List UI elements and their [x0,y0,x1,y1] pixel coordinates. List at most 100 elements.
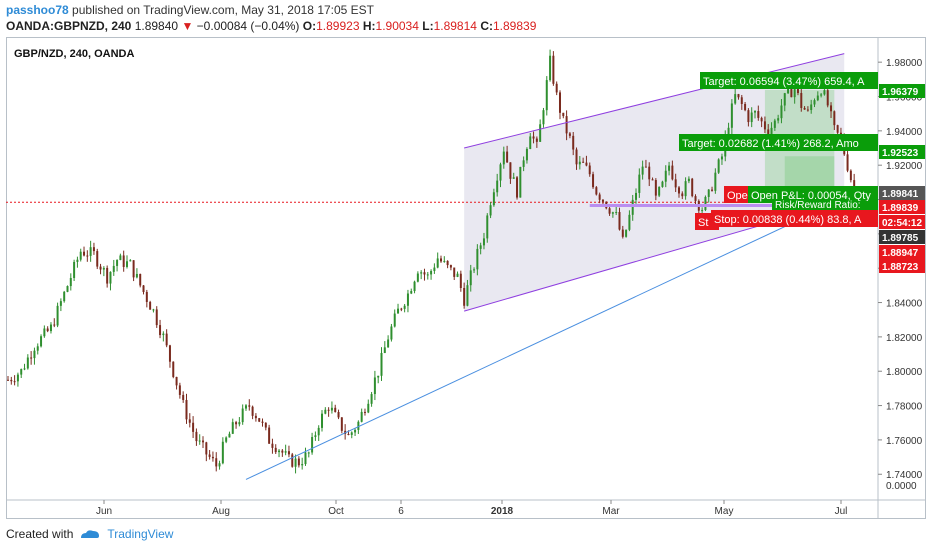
y-tick-label: 1.92000 [886,161,923,172]
candle-body [33,350,36,359]
candle-body [291,454,294,467]
candle-body [367,403,370,413]
candle-body [76,259,79,262]
candle-body [433,267,436,271]
candle-body [757,111,760,118]
candle-body [188,419,191,423]
candle-body [119,255,122,261]
rr-ratio-label: Risk/Reward Ratio: [775,200,861,211]
candle-body [549,55,552,81]
target2-label-bg [679,134,878,151]
rr-ratio-label-bg [772,201,878,212]
x-tick-label: Aug [212,506,230,517]
candle-body [347,433,350,435]
candle-body [651,179,654,181]
candle-body [618,212,621,230]
candle-body [354,429,357,433]
price-tag-label: 1.88947 [882,248,919,259]
candle-body [800,92,803,108]
footer: Created with TradingView [6,527,173,541]
candle-body [747,110,750,123]
candle-body [251,406,254,416]
candle-body [760,117,763,122]
tradingview-brand[interactable]: TradingView [107,527,174,541]
open-label: O: [302,19,317,33]
down-arrow-icon: ▼ [181,19,194,33]
candle-body [92,247,95,252]
candle-body [598,194,601,200]
candle-body [175,376,178,386]
candle-body [773,120,776,128]
candle-body [271,443,274,448]
candle-body [440,258,442,262]
candle-body [502,151,505,165]
candle-body [846,154,849,171]
candle-body [390,326,393,340]
candle-body [691,178,694,197]
candle-body [638,174,641,193]
price-tag-bg [879,200,925,214]
candle-body [192,422,195,432]
candle-body [380,352,383,376]
candle-body [810,104,813,111]
candle-body [492,192,495,206]
candle-body [459,273,462,288]
candle-body [572,135,575,150]
low-label: L: [422,19,434,33]
bottom-pane-tick: 0.0000 [886,481,917,492]
candle-body [476,248,479,270]
candle-body [615,212,618,214]
price-tag-label: 1.88723 [882,262,919,273]
price-change: −0.00084 (−0.04%) [196,19,300,33]
open-pnl-label-bg [748,186,878,203]
author-name[interactable]: passhoo78 [6,3,69,17]
candle-body [423,272,426,275]
candle-body [701,210,704,212]
x-tick-label: Jul [835,506,848,517]
candle-body [135,273,138,278]
candle-body [321,413,324,428]
candle-body [453,267,456,277]
candle-body [644,166,647,168]
candle-body [446,260,449,266]
candle-body [264,422,267,428]
candle-body [30,357,33,359]
candle-body [787,86,790,94]
target2-label: Target: 0.02682 (1.41%) 268.2, Amo [682,138,859,150]
candle-body [155,309,158,326]
candle-body [53,324,56,326]
candle-body [625,229,628,237]
candle-body [211,456,214,459]
chart-frame [6,37,926,519]
candle-body [16,374,19,382]
candle-body [46,328,49,332]
candle-body [525,148,528,161]
candle-body [125,261,128,267]
candle-body [717,159,720,173]
candle-body [377,375,380,378]
candle-body [337,412,340,418]
candle-body [711,189,714,191]
candle-body [86,255,89,257]
candle-body [816,95,819,101]
candle-body [687,178,690,182]
candle-body [750,112,753,123]
candle-body [730,103,733,128]
symbol-label: OANDA:GBPNZD, 240 [6,19,132,33]
candle-body [410,291,413,294]
candle-body [268,427,271,444]
candle-body [73,261,76,278]
candle-body [562,112,565,117]
candle-body [36,346,39,351]
stop-label-bg [711,210,878,227]
candle-body [694,196,697,201]
x-tick-label: Oct [328,506,344,517]
candle-body [621,229,624,237]
candle-body [49,324,52,332]
candle-body [393,313,396,327]
candle-body [330,407,333,411]
candle-body [668,165,671,171]
candle-body [516,177,519,198]
candle-body [704,196,707,211]
